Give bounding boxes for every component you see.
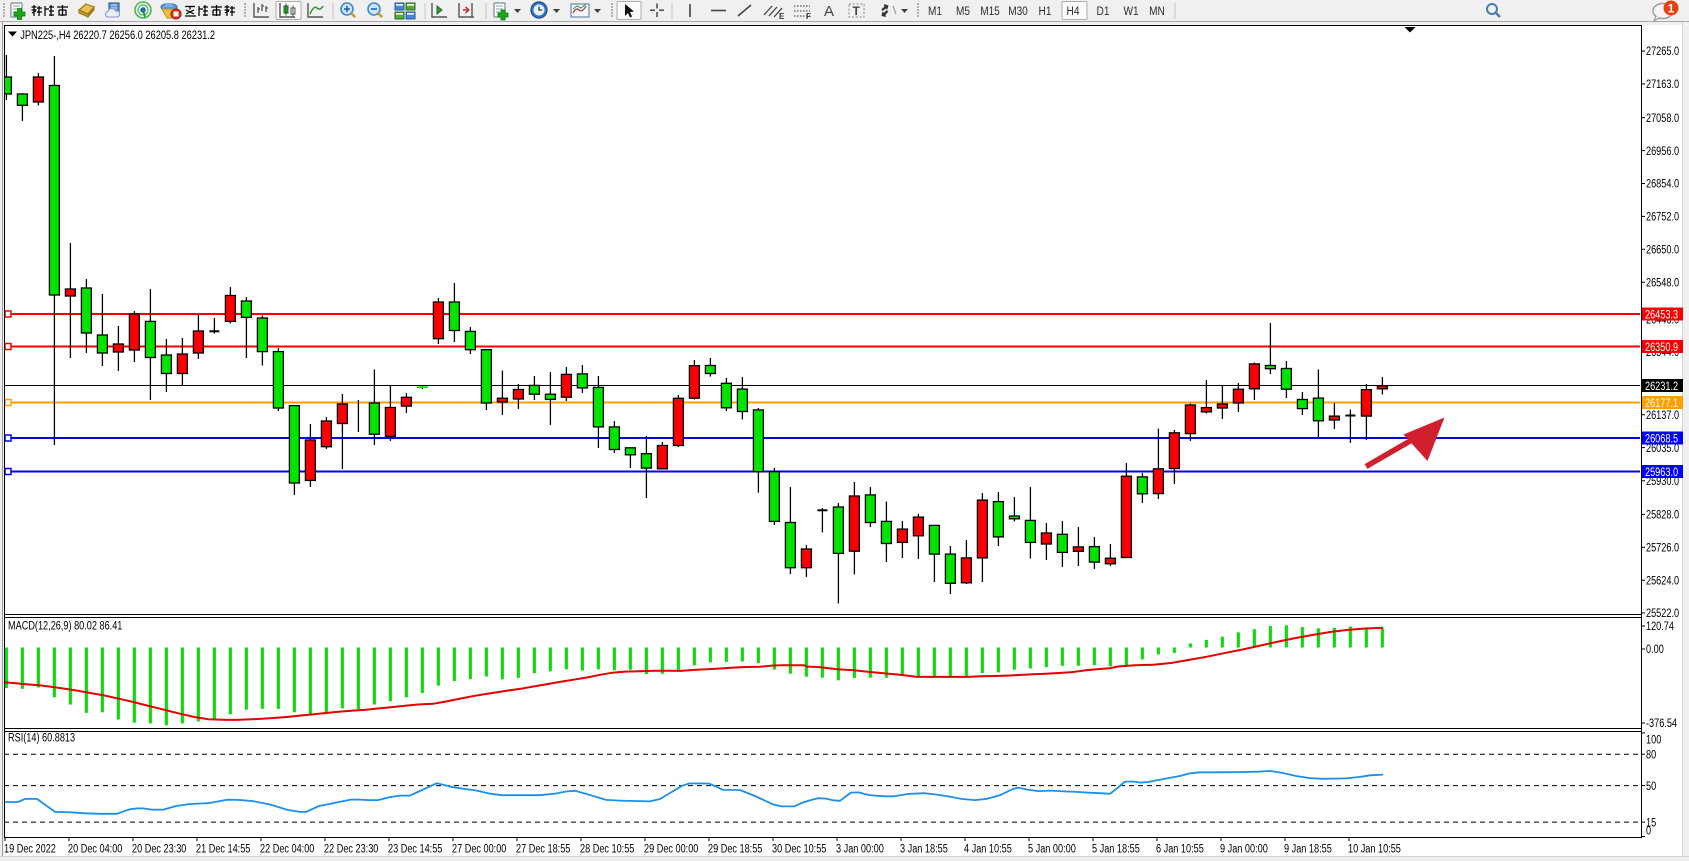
svg-text:A: A [824, 3, 834, 20]
svg-text:26068.5: 26068.5 [1645, 433, 1678, 445]
svg-text:9 Jan 18:55: 9 Jan 18:55 [1284, 844, 1332, 856]
svg-text:0.00: 0.00 [1646, 644, 1664, 656]
svg-text:5 Jan 18:55: 5 Jan 18:55 [1092, 844, 1140, 856]
svg-text:10 Jan 10:55: 10 Jan 10:55 [1348, 844, 1401, 856]
svg-text:26854.0: 26854.0 [1646, 179, 1679, 191]
svg-text:22 Dec 04:00: 22 Dec 04:00 [260, 844, 314, 856]
svg-text:-376.54: -376.54 [1646, 718, 1677, 730]
svg-text:W1: W1 [1123, 6, 1138, 18]
svg-text:5 Jan 00:00: 5 Jan 00:00 [1028, 844, 1076, 856]
svg-text:25930.0: 25930.0 [1646, 476, 1679, 488]
svg-text:27163.0: 27163.0 [1646, 79, 1679, 91]
svg-text:15: 15 [1646, 817, 1656, 829]
svg-text:9 Jan 00:00: 9 Jan 00:00 [1220, 844, 1268, 856]
svg-text:26137.0: 26137.0 [1646, 410, 1679, 422]
svg-text:27 Dec 18:55: 27 Dec 18:55 [516, 844, 570, 856]
svg-text:120.74: 120.74 [1646, 621, 1674, 633]
svg-text:25828.0: 25828.0 [1646, 510, 1679, 522]
svg-text:3 Jan 18:55: 3 Jan 18:55 [900, 844, 948, 856]
svg-text:M15: M15 [980, 6, 1000, 18]
svg-text:D1: D1 [1097, 6, 1110, 18]
svg-text:30 Dec 10:55: 30 Dec 10:55 [772, 844, 826, 856]
svg-text:H4: H4 [1067, 6, 1080, 18]
svg-text:1: 1 [1668, 2, 1675, 16]
svg-text:27 Dec 00:00: 27 Dec 00:00 [452, 844, 506, 856]
svg-text:26752.0: 26752.0 [1646, 212, 1679, 224]
svg-text:50: 50 [1646, 781, 1656, 793]
svg-text:M1: M1 [928, 6, 942, 18]
svg-text:JPN225-,H4 26220.7 26256.0 26: JPN225-,H4 26220.7 26256.0 26205.8 26231… [20, 30, 215, 42]
svg-text:26177.1: 26177.1 [1645, 398, 1678, 410]
svg-text:20 Dec 23:30: 20 Dec 23:30 [132, 844, 186, 856]
svg-text:4 Jan 10:55: 4 Jan 10:55 [964, 844, 1012, 856]
svg-text:27265.0: 27265.0 [1646, 46, 1679, 58]
svg-text:M5: M5 [956, 6, 970, 18]
svg-text:26548.0: 26548.0 [1646, 277, 1679, 289]
svg-text:100: 100 [1646, 735, 1661, 747]
svg-text:RSI(14) 60.8813: RSI(14) 60.8813 [8, 733, 75, 745]
svg-text:29 Dec 18:55: 29 Dec 18:55 [708, 844, 762, 856]
svg-text:28 Dec 10:55: 28 Dec 10:55 [580, 844, 634, 856]
svg-text:T: T [853, 4, 861, 18]
svg-text:6 Jan 10:55: 6 Jan 10:55 [1156, 844, 1204, 856]
svg-text:21 Dec 14:55: 21 Dec 14:55 [196, 844, 250, 856]
svg-text:0: 0 [1646, 826, 1651, 838]
svg-text:23 Dec 14:55: 23 Dec 14:55 [388, 844, 442, 856]
svg-text:25963.0: 25963.0 [1645, 467, 1678, 479]
svg-text:MN: MN [1149, 6, 1165, 18]
svg-text:80: 80 [1646, 749, 1656, 761]
svg-text:H1: H1 [1039, 6, 1052, 18]
svg-text:3 Jan 00:00: 3 Jan 00:00 [836, 844, 884, 856]
svg-text:29 Dec 00:00: 29 Dec 00:00 [644, 844, 698, 856]
svg-text:26350.9: 26350.9 [1645, 342, 1678, 354]
svg-text:25624.0: 25624.0 [1646, 575, 1679, 587]
svg-text:26231.2: 26231.2 [1645, 381, 1678, 393]
svg-text:19 Dec 2022: 19 Dec 2022 [4, 844, 56, 856]
svg-text:F: F [806, 12, 811, 21]
svg-text:26956.0: 26956.0 [1646, 146, 1679, 158]
svg-text:22 Dec 23:30: 22 Dec 23:30 [324, 844, 378, 856]
svg-text:MACD(12,26,9) 80.02 86.41: MACD(12,26,9) 80.02 86.41 [8, 621, 122, 633]
svg-text:E: E [779, 12, 785, 21]
svg-text:26453.3: 26453.3 [1645, 309, 1678, 321]
svg-text:25522.0: 25522.0 [1646, 608, 1679, 620]
svg-text:20 Dec 04:00: 20 Dec 04:00 [68, 844, 122, 856]
svg-text:27058.0: 27058.0 [1646, 113, 1679, 125]
svg-text:M30: M30 [1008, 6, 1028, 18]
svg-text:26650.0: 26650.0 [1646, 245, 1679, 257]
svg-text:26035.0: 26035.0 [1646, 443, 1679, 455]
svg-text:25726.0: 25726.0 [1646, 543, 1679, 555]
